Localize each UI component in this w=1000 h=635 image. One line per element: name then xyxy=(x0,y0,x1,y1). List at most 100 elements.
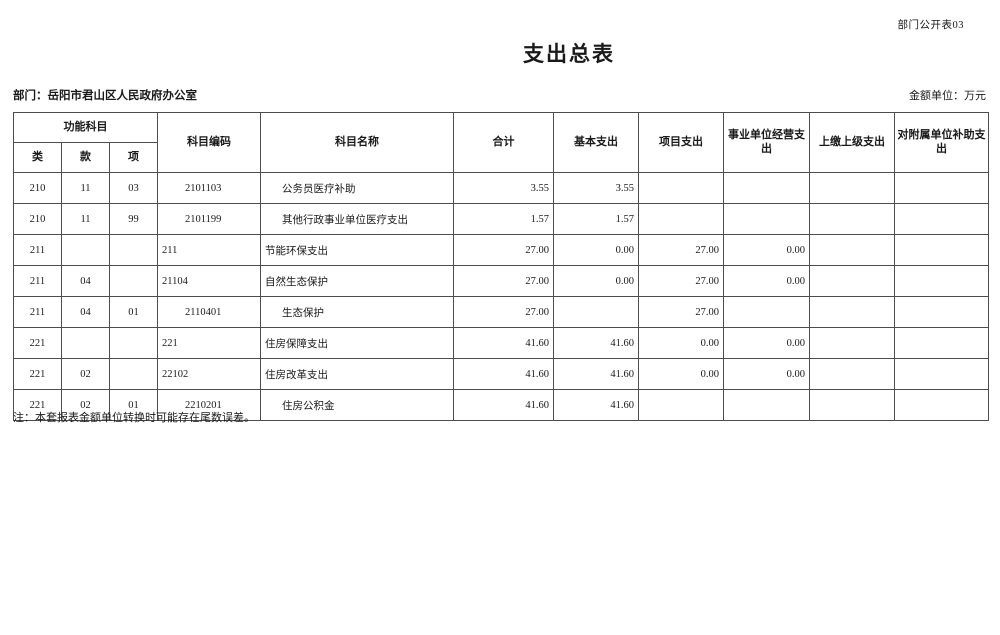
footnote: 注：本套报表金额单位转换时可能存在尾数误差。 xyxy=(13,412,255,424)
cell-upper xyxy=(809,327,896,359)
cell-code: 21104 xyxy=(157,265,262,297)
cell-total: 3.55 xyxy=(453,172,555,204)
cell-upper xyxy=(809,389,896,421)
cell-business xyxy=(723,389,811,421)
cell-item xyxy=(108,265,159,297)
cell-code: 2210201 xyxy=(157,389,262,421)
cell-name: 公务员医疗补助 xyxy=(260,172,455,204)
header-upper-level-expenditure: 上缴上级支出 xyxy=(809,112,896,173)
cell-class: 221 xyxy=(13,327,62,359)
cell-code: 2101199 xyxy=(157,203,262,235)
cell-basic: 41.60 xyxy=(553,327,640,359)
cell-code: 221 xyxy=(157,327,262,359)
cell-section: 04 xyxy=(61,265,110,297)
cell-class: 210 xyxy=(13,203,62,235)
cell-total: 1.57 xyxy=(453,203,555,235)
cell-name: 住房保障支出 xyxy=(260,327,455,359)
cell-project: 27.00 xyxy=(638,265,725,297)
header-total: 合计 xyxy=(453,112,555,173)
cell-business: 0.00 xyxy=(723,358,811,390)
cell-project xyxy=(638,172,725,204)
table-body: 210 11 03 2101103 公务员医疗补助 3.55 3.55 210 … xyxy=(13,172,990,421)
cell-total: 41.60 xyxy=(453,358,555,390)
table-row: 211 211 节能环保支出 27.00 0.00 27.00 0.00 xyxy=(13,234,990,266)
cell-item: 01 xyxy=(108,296,159,328)
cell-class: 211 xyxy=(13,265,62,297)
cell-basic: 0.00 xyxy=(553,234,640,266)
cell-item xyxy=(108,234,159,266)
cell-subsidy xyxy=(894,358,990,390)
cell-item xyxy=(108,358,159,390)
cell-class: 211 xyxy=(13,234,62,266)
cell-section: 04 xyxy=(61,296,110,328)
cell-class: 210 xyxy=(13,172,62,204)
cell-code: 22102 xyxy=(157,358,262,390)
page-title: 支出总表 xyxy=(523,43,615,66)
cell-business xyxy=(723,172,811,204)
cell-item xyxy=(108,327,159,359)
cell-total: 27.00 xyxy=(453,265,555,297)
header-functional-subject: 功能科目 xyxy=(12,112,159,143)
cell-subsidy xyxy=(894,172,990,204)
cell-upper xyxy=(809,234,896,266)
cell-section: 02 xyxy=(61,358,110,390)
cell-subsidy xyxy=(894,389,990,421)
table-row: 210 11 99 2101199 其他行政事业单位医疗支出 1.57 1.57 xyxy=(13,203,990,235)
cell-section xyxy=(61,327,110,359)
header-basic-expenditure: 基本支出 xyxy=(553,112,640,173)
cell-project: 0.00 xyxy=(638,358,725,390)
table-row: 221 221 住房保障支出 41.60 41.60 0.00 0.00 xyxy=(13,327,990,359)
cell-basic: 0.00 xyxy=(553,265,640,297)
cell-section: 11 xyxy=(61,172,110,204)
cell-subsidy xyxy=(894,203,990,235)
cell-total: 41.60 xyxy=(453,389,555,421)
cell-name: 节能环保支出 xyxy=(260,234,455,266)
cell-upper xyxy=(809,172,896,204)
cell-section xyxy=(61,234,110,266)
cell-total: 27.00 xyxy=(453,234,555,266)
cell-item: 03 xyxy=(108,172,159,204)
cell-code: 211 xyxy=(157,234,262,266)
table-row: 221 02 22102 住房改革支出 41.60 41.60 0.00 0.0… xyxy=(13,358,990,390)
cell-business: 0.00 xyxy=(723,327,811,359)
cell-item: 01 xyxy=(108,389,159,421)
table-row: 211 04 21104 自然生态保护 27.00 0.00 27.00 0.0… xyxy=(13,265,990,297)
cell-project xyxy=(638,389,725,421)
header-subject-code: 科目编码 xyxy=(157,112,262,173)
department-label: 部门：岳阳市君山区人民政府办公室 xyxy=(13,90,197,102)
cell-subsidy xyxy=(894,234,990,266)
header-project-expenditure: 项目支出 xyxy=(638,112,725,173)
cell-name: 自然生态保护 xyxy=(260,265,455,297)
cell-subsidy xyxy=(894,296,990,328)
cell-subsidy xyxy=(894,327,990,359)
cell-class: 221 xyxy=(13,389,62,421)
header-section: 款 xyxy=(61,142,110,173)
amount-unit-label: 金额单位：万元 xyxy=(909,90,986,102)
cell-total: 27.00 xyxy=(453,296,555,328)
cell-basic: 41.60 xyxy=(553,358,640,390)
header-subject-name: 科目名称 xyxy=(260,112,455,173)
cell-business: 0.00 xyxy=(723,265,811,297)
header-item: 项 xyxy=(108,142,159,173)
table-row: 211 04 01 2110401 生态保护 27.00 27.00 xyxy=(13,296,990,328)
cell-name: 住房改革支出 xyxy=(260,358,455,390)
cell-code: 2110401 xyxy=(157,296,262,328)
cell-subsidy xyxy=(894,265,990,297)
cell-project: 27.00 xyxy=(638,296,725,328)
cell-total: 41.60 xyxy=(453,327,555,359)
cell-name: 住房公积金 xyxy=(260,389,455,421)
cell-project: 0.00 xyxy=(638,327,725,359)
cell-name: 生态保护 xyxy=(260,296,455,328)
cell-basic: 3.55 xyxy=(553,172,640,204)
cell-business xyxy=(723,203,811,235)
header-class: 类 xyxy=(13,142,62,173)
cell-class: 211 xyxy=(13,296,62,328)
cell-upper xyxy=(809,296,896,328)
cell-name: 其他行政事业单位医疗支出 xyxy=(260,203,455,235)
cell-project xyxy=(638,203,725,235)
table-header: 功能科目 科目编码 科目名称 合计 基本支出 项目支出 事业单位经营支出 上缴上… xyxy=(12,112,990,173)
cell-business: 0.00 xyxy=(723,234,811,266)
cell-basic: 41.60 xyxy=(553,389,640,421)
cell-basic xyxy=(553,296,640,328)
cell-project: 27.00 xyxy=(638,234,725,266)
